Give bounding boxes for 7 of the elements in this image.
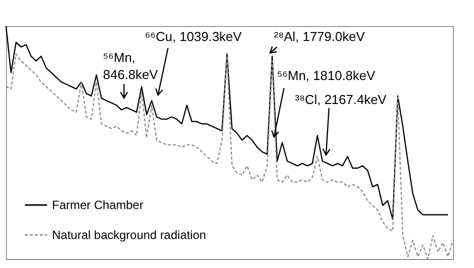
annotation: ⁶⁶Cu, 1039.3keV [145, 29, 242, 44]
annotation: ⁵⁶Mn, 846.8keV [103, 50, 158, 82]
annotation: ⁵⁶Mn, 1810.8keV [277, 68, 376, 83]
legend-label: Farmer Chamber [52, 198, 144, 212]
annotation: ²⁸Al, 1779.0keV [274, 29, 366, 44]
legend-label: Natural background radiation [52, 228, 206, 242]
annotation: ³⁸Cl, 2167.4keV [295, 92, 387, 107]
